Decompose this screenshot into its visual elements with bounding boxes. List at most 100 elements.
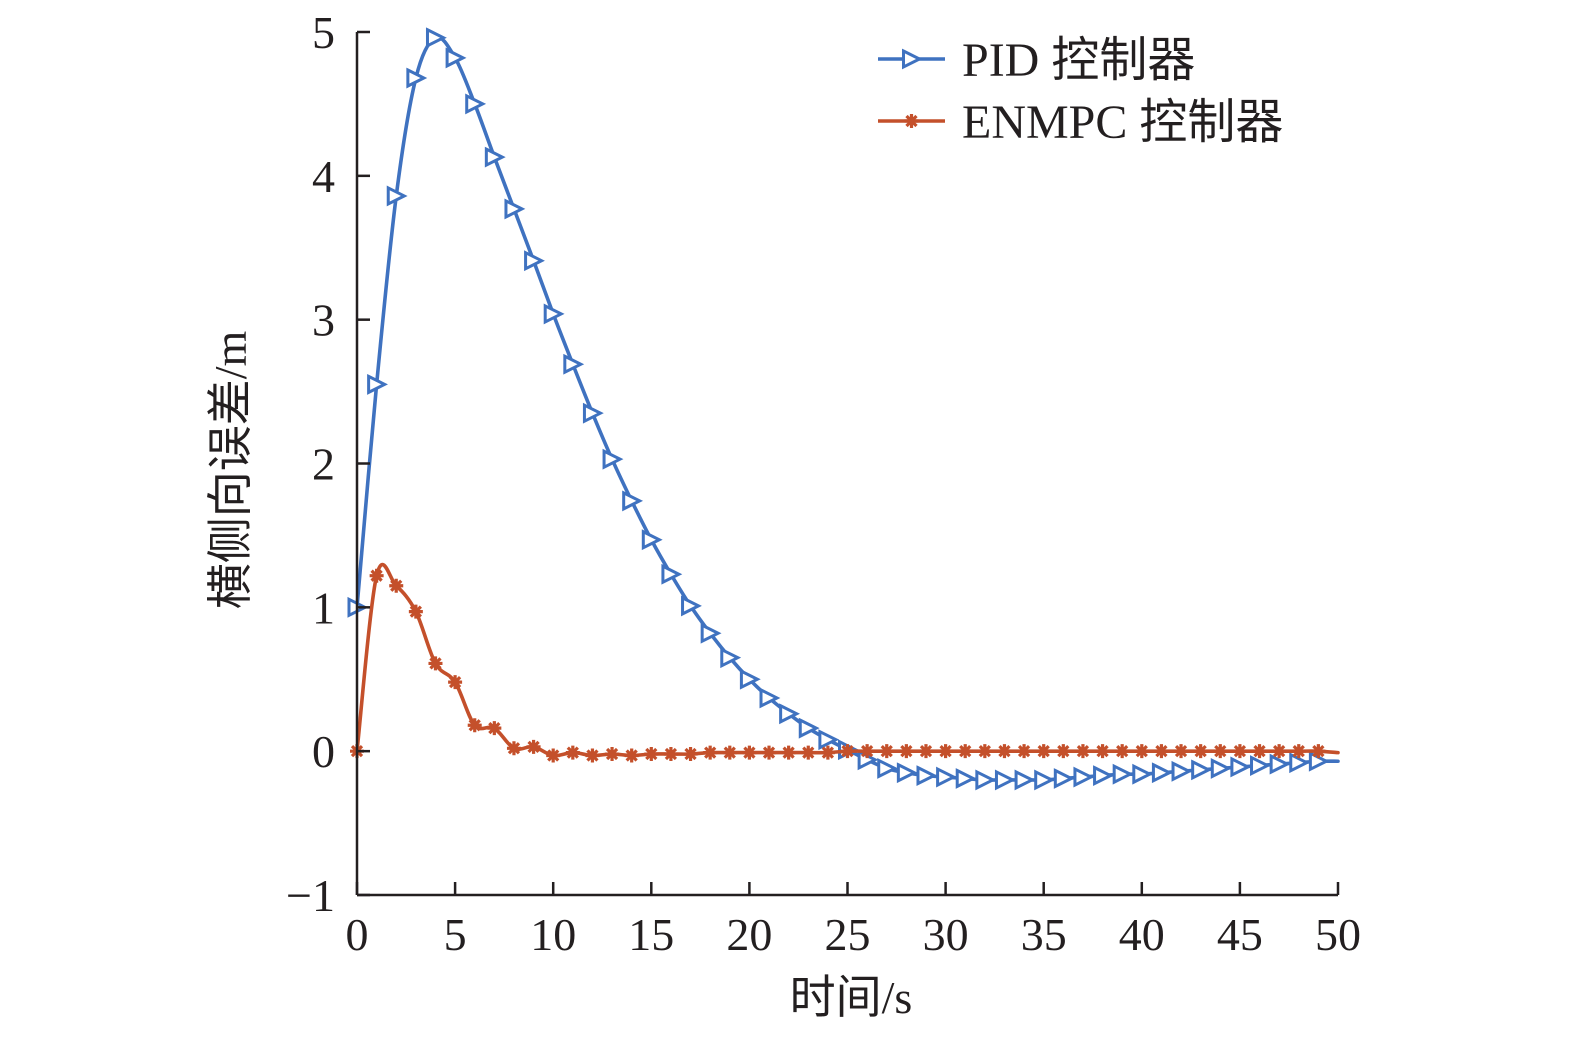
- series-1-point: [425, 27, 447, 49]
- series-2-point: [1213, 744, 1228, 759]
- series-2-point: [1036, 744, 1051, 759]
- series-1-point: [1230, 756, 1252, 778]
- series-1-point: [1210, 757, 1232, 779]
- series-2-point: [1291, 744, 1306, 759]
- series-2-point: [506, 741, 521, 756]
- y-tick-label: 3: [312, 295, 335, 346]
- series-1-point: [975, 769, 997, 791]
- series-2-point: [565, 745, 580, 760]
- series-1-point: [641, 529, 663, 551]
- series-2-point: [448, 675, 463, 690]
- series-2-point: [487, 721, 502, 736]
- series-1-point: [1132, 763, 1154, 785]
- series-2-point: [840, 744, 855, 759]
- series-2-point: [1311, 744, 1326, 759]
- x-tick-label: 30: [923, 909, 969, 960]
- series-1-point: [1073, 766, 1095, 788]
- series-1-point: [739, 668, 761, 690]
- x-tick-label: 25: [825, 909, 871, 960]
- series-2-point: [938, 744, 953, 759]
- series-2-point: [369, 568, 384, 583]
- series-2-point: [605, 747, 620, 762]
- x-axis-title: 时间/s: [790, 972, 913, 1023]
- series-2-point: [663, 747, 678, 762]
- series-1-point: [602, 448, 624, 470]
- series-1-point: [582, 402, 604, 424]
- series-1-point: [798, 717, 820, 739]
- series-2-point: [703, 745, 718, 760]
- series-1-point: [700, 622, 722, 644]
- series-2-point: [585, 748, 600, 763]
- series-2-point: [997, 744, 1012, 759]
- legend-marker: [904, 114, 919, 128]
- x-tick-label: 0: [346, 909, 369, 960]
- y-tick-label: −1: [286, 870, 335, 921]
- series-1-point: [1053, 768, 1075, 789]
- series-2-line: [355, 562, 1340, 758]
- legend-item-2: ENMPC 控制器: [878, 96, 1283, 149]
- series-2-point: [389, 578, 404, 593]
- series-1-point: [916, 765, 938, 787]
- y-tick-label: 2: [312, 439, 335, 490]
- x-tick-label: 35: [1021, 909, 1067, 960]
- series-1-point: [720, 647, 742, 669]
- series-2-point: [958, 744, 973, 759]
- legend-marker: [902, 48, 923, 70]
- series-2-point: [801, 745, 816, 760]
- series-1-point: [779, 703, 800, 725]
- legend-label: PID 控制器: [962, 34, 1195, 87]
- series-2-point: [899, 744, 914, 759]
- series-2-point: [683, 747, 698, 762]
- series-1-point: [759, 687, 781, 709]
- series-2-point: [820, 745, 835, 760]
- series-1-point: [1093, 765, 1114, 787]
- series-1-point: [1112, 763, 1134, 785]
- series-1-point: [484, 146, 506, 168]
- series-1-point: [1151, 762, 1173, 784]
- series-1-point: [445, 47, 467, 69]
- series-1-point: [367, 373, 388, 395]
- series-1-point: [955, 768, 977, 789]
- series-2-point: [428, 656, 443, 671]
- x-tick-label: 10: [530, 909, 576, 960]
- series-2-point: [781, 745, 796, 760]
- series-1-point: [994, 769, 1016, 791]
- series-2-point: [1115, 744, 1130, 759]
- series-2: [350, 562, 1340, 763]
- series-1-point: [1191, 759, 1213, 781]
- series-2-point: [526, 739, 541, 754]
- series-2-point: [1232, 744, 1247, 759]
- series-1-point: [386, 185, 408, 207]
- series-2-point: [762, 745, 777, 760]
- x-tick-label: 40: [1119, 909, 1165, 960]
- plot-series: [347, 27, 1340, 791]
- series-1-point: [543, 303, 565, 325]
- series-2-point: [1154, 744, 1169, 759]
- series-2-point: [1056, 744, 1071, 759]
- y-tick-label: 0: [312, 726, 335, 777]
- series-1-point: [896, 762, 918, 784]
- x-tick-label: 5: [444, 909, 467, 960]
- series-2-point: [879, 744, 894, 759]
- x-tick-label: 20: [726, 909, 772, 960]
- series-1-point: [1171, 760, 1193, 782]
- series-2-point: [644, 747, 659, 762]
- series-2-point: [860, 744, 875, 759]
- series-2-point: [1017, 744, 1032, 759]
- series-1-point: [1269, 753, 1291, 775]
- series-2-point: [722, 745, 737, 760]
- series-2-point: [918, 744, 933, 759]
- series-2-point: [624, 748, 639, 763]
- series-1-point: [1014, 769, 1036, 791]
- series-1-point: [504, 198, 526, 220]
- series-1-point: [563, 353, 585, 375]
- series-1-point: [877, 757, 899, 779]
- series-1: [347, 27, 1340, 791]
- legend-label: ENMPC 控制器: [962, 96, 1283, 149]
- series-2-point: [1095, 744, 1110, 759]
- legend-item-1: PID 控制器: [878, 34, 1195, 87]
- series-1-point: [681, 595, 702, 617]
